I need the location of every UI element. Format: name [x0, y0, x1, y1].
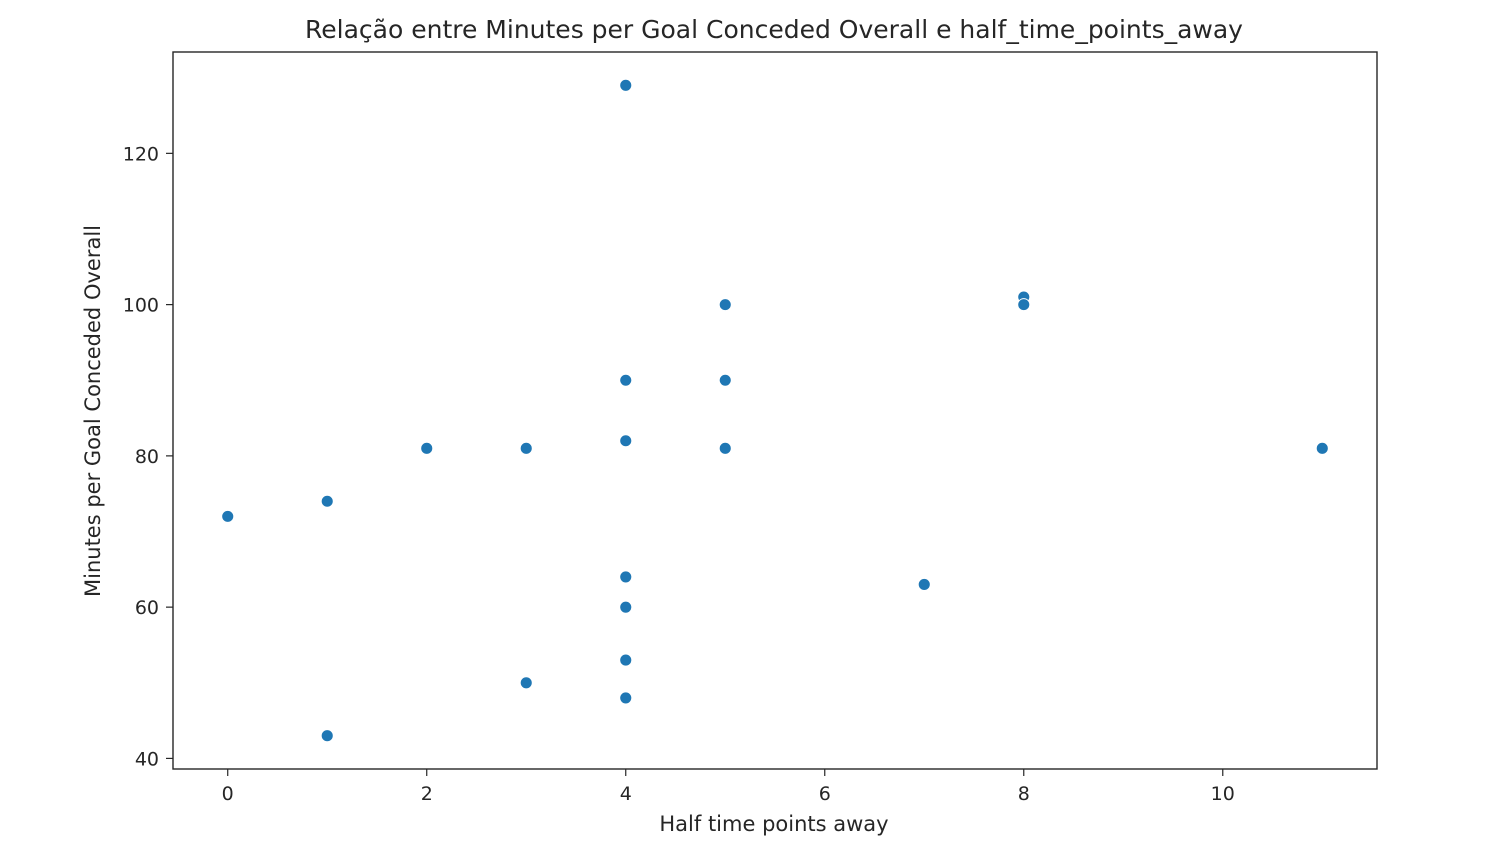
scatter-point [519, 441, 533, 455]
plot-frame [172, 51, 1378, 770]
scatter-point [619, 78, 633, 92]
scatter-point [320, 729, 334, 743]
scatter-point [917, 578, 931, 591]
scatter-point [221, 509, 235, 523]
x-axis-label: Half time points away [659, 812, 888, 836]
y-axis-label: Minutes per Goal Conceded Overall [81, 225, 105, 597]
y-tick-label: 120 [123, 143, 159, 165]
scatter-point [420, 441, 434, 455]
scatter-point [1315, 441, 1329, 455]
scatter-point [619, 653, 633, 667]
x-tick-label: 8 [1018, 783, 1030, 805]
scatter-point [619, 373, 633, 387]
chart-title: Relação entre Minutes per Goal Conceded … [305, 15, 1243, 44]
x-tick-label: 2 [421, 783, 433, 805]
scatter-point [718, 298, 732, 312]
scatter-point [619, 691, 633, 705]
x-tick-label: 4 [620, 783, 632, 805]
scatter-point [1017, 298, 1031, 312]
y-tick-label: 40 [135, 748, 159, 770]
scatter-point [619, 434, 633, 448]
x-tick-label: 10 [1211, 783, 1235, 805]
scatter-point [619, 570, 633, 584]
scatter-point [619, 600, 633, 614]
y-tick-label: 80 [135, 446, 159, 468]
plot-area: 0 2 4 6 8 10 40 60 80 100 120 [123, 51, 1378, 805]
x-tick-label: 0 [222, 783, 234, 805]
scatter-point [320, 494, 334, 508]
y-tick-label: 100 [123, 295, 159, 317]
x-tick-label: 6 [819, 783, 831, 805]
scatter-point [519, 676, 533, 690]
scatter-point [718, 441, 732, 455]
scatter-point [718, 373, 732, 387]
y-tick-label: 60 [135, 597, 159, 619]
